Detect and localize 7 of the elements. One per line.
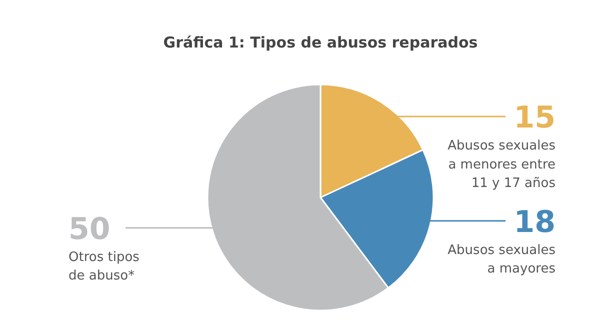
slice-label: Abusos sexuales a mayores [448, 242, 556, 277]
data-label: 18 [514, 204, 556, 240]
slice-label: Abusos sexuales a menores entre 11 y 17 años [448, 138, 556, 192]
data-label: 15 [514, 100, 556, 136]
data-label: 50 [68, 212, 110, 247]
slice-label: Otros tipos de abuso* [68, 250, 140, 284]
chart-title: Gráfica 1: Tipos de abusos reparados [163, 34, 478, 52]
